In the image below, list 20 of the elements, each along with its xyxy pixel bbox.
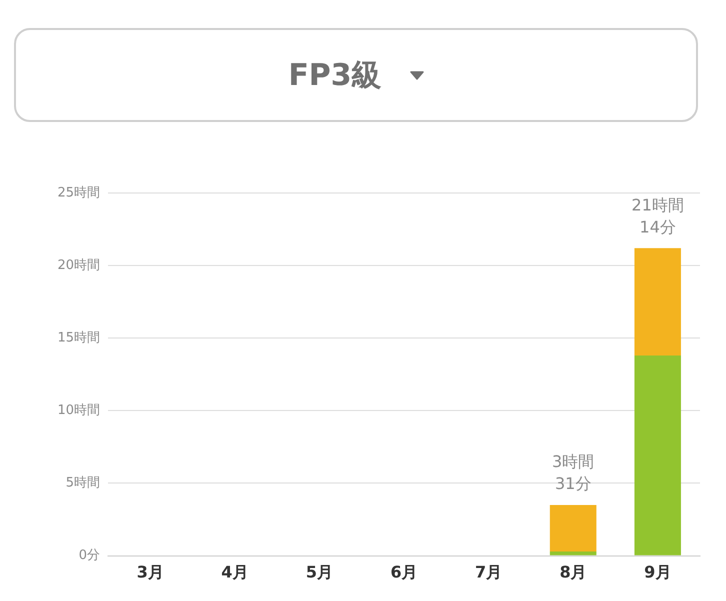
bar [634,248,681,356]
x-tick-label: 3月 [136,562,164,582]
y-tick-label: 20時間 [57,258,100,273]
x-tick-label: 6月 [390,562,418,582]
y-tick-label: 0分 [78,548,100,564]
y-tick-label: 25時間 [57,185,100,200]
x-tick-label: 4月 [221,562,248,582]
bar [550,551,596,556]
x-tick-label: 8月 [560,562,587,582]
y-tick-label: 15時間 [57,330,100,346]
y-tick-label: 10時間 [57,403,100,418]
chart-title: FP3級 [288,56,382,94]
bar [634,356,681,556]
total-label: 3時間 31分 [552,452,594,494]
x-tick-label: 7月 [475,562,502,582]
y-tick-label: 5時間 [66,476,100,491]
bar [550,505,596,552]
x-tick-label: 9月 [644,562,672,582]
total-label: 21時間 14分 [632,195,684,236]
x-tick-label: 5月 [306,562,333,582]
